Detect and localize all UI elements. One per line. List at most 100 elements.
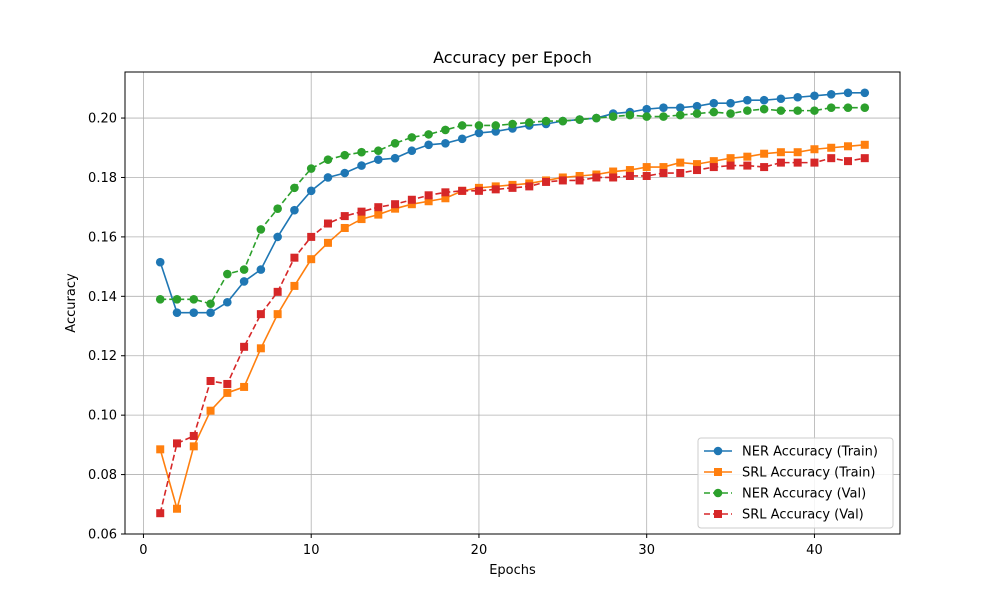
data-point <box>457 134 467 144</box>
data-point <box>273 204 282 213</box>
x-tick-label: 30 <box>638 543 655 558</box>
legend-item: NER Accuracy (Train) <box>704 445 878 460</box>
data-point <box>776 94 786 104</box>
data-point <box>172 308 182 317</box>
data-point <box>642 163 651 172</box>
data-point <box>759 95 769 105</box>
data-point <box>542 177 551 186</box>
data-point <box>575 176 584 185</box>
data-point <box>307 232 316 241</box>
data-point <box>323 238 332 247</box>
data-point <box>608 112 618 121</box>
series-layer <box>155 88 870 518</box>
data-point <box>273 232 282 242</box>
data-point <box>156 445 165 454</box>
data-point <box>843 88 853 98</box>
data-point <box>223 379 232 388</box>
legend-item: SRL Accuracy (Val) <box>704 508 864 523</box>
data-point <box>793 92 802 102</box>
data-point <box>592 113 601 123</box>
data-point <box>474 128 484 138</box>
legend-box <box>697 437 894 529</box>
data-point <box>441 194 450 203</box>
data-point <box>709 157 718 166</box>
data-point <box>743 106 752 115</box>
data-point <box>441 139 450 148</box>
data-point <box>793 158 802 167</box>
data-point <box>726 109 735 118</box>
data-point <box>508 119 517 129</box>
data-point <box>239 277 249 286</box>
data-point <box>323 155 333 164</box>
data-point <box>491 121 501 130</box>
data-point <box>223 269 232 279</box>
data-point <box>860 140 869 149</box>
data-point <box>524 118 534 127</box>
data-point <box>256 225 266 234</box>
data-point <box>709 98 719 108</box>
data-point <box>625 171 634 180</box>
data-point <box>760 163 769 172</box>
data-point <box>743 152 752 161</box>
data-point <box>256 344 265 353</box>
data-point <box>810 91 819 101</box>
legend: NER Accuracy (Train) SRL Accuracy (Train)… <box>697 437 894 529</box>
y-axis-label: Accuracy <box>64 273 79 333</box>
data-point <box>290 253 299 262</box>
data-point <box>709 107 719 117</box>
data-point <box>843 103 853 112</box>
x-axis-label: Epochs <box>489 563 536 578</box>
data-point <box>374 155 383 164</box>
legend-item: NER Accuracy (Val) <box>704 487 866 502</box>
axis-ticks: 0 10 20 30 40 0.06 0.08 0.10 0.12 0.14 0.16 0.18 0.2… <box>88 112 823 558</box>
data-point <box>776 158 785 167</box>
data-point <box>256 265 266 274</box>
data-point <box>290 205 299 215</box>
data-point <box>743 161 752 170</box>
data-point <box>390 153 400 163</box>
data-point <box>776 148 785 157</box>
data-point <box>206 406 215 415</box>
data-point <box>240 382 249 391</box>
data-point <box>491 185 500 194</box>
data-point <box>290 183 299 193</box>
data-point <box>659 169 668 178</box>
x-tick-label: 20 <box>471 543 488 558</box>
data-point <box>323 173 333 182</box>
data-point <box>491 127 501 136</box>
data-point <box>223 297 232 307</box>
data-point <box>173 439 182 448</box>
data-point <box>592 173 601 182</box>
data-point <box>474 186 483 195</box>
y-tick-label: 0.12 <box>88 349 117 364</box>
data-point <box>374 146 383 156</box>
data-point <box>609 173 618 182</box>
data-point <box>760 149 769 158</box>
data-point <box>424 130 433 139</box>
data-point <box>357 161 366 170</box>
series-ner-accuracy-val <box>155 103 870 309</box>
data-point <box>827 143 836 152</box>
data-point <box>407 133 417 142</box>
legend-marker <box>713 488 723 498</box>
legend-marker <box>714 510 722 518</box>
data-point <box>407 200 416 209</box>
x-tick-label: 0 <box>139 543 147 558</box>
data-point <box>306 164 316 173</box>
data-point <box>726 154 735 163</box>
data-point <box>558 116 568 126</box>
y-tick-label: 0.06 <box>88 528 117 543</box>
data-point <box>659 103 668 112</box>
data-point <box>860 154 869 163</box>
series-line <box>160 106 865 305</box>
data-point <box>357 207 366 216</box>
data-point <box>306 186 316 196</box>
data-point <box>156 509 165 518</box>
data-point <box>155 257 165 267</box>
data-point <box>374 203 383 212</box>
data-point <box>692 101 702 111</box>
data-point <box>206 376 215 385</box>
data-point <box>508 183 517 192</box>
data-point <box>273 310 282 319</box>
data-point <box>441 125 450 135</box>
